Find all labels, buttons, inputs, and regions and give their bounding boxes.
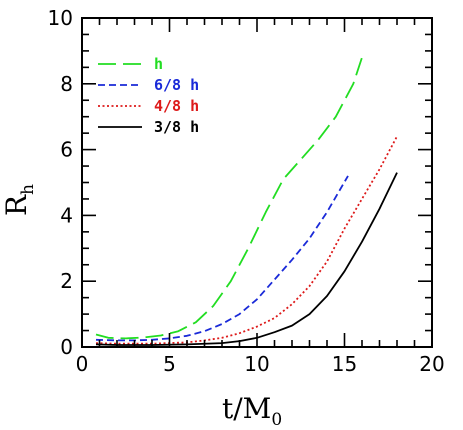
x-axis-label: t/M0 bbox=[222, 392, 282, 430]
tick-labels: 0 5 10 15 20 0 2 4 6 8 10 bbox=[48, 6, 445, 376]
x-tick-label: 5 bbox=[163, 352, 176, 376]
series-line bbox=[95, 57, 363, 340]
y-tick-label: 4 bbox=[60, 203, 73, 227]
x-tick-label: 0 bbox=[76, 352, 89, 376]
y-axis-label: Rh bbox=[0, 184, 38, 216]
legend-label: 4/8 h bbox=[154, 97, 199, 115]
y-tick-label: 10 bbox=[48, 6, 73, 30]
x-axis-label-main: t/M bbox=[222, 392, 271, 425]
legend-label: h bbox=[154, 55, 163, 73]
plot-frame bbox=[81, 17, 433, 348]
legend: h 6/8 h 4/8 h 3/8 h bbox=[98, 55, 199, 136]
series-line bbox=[95, 175, 349, 342]
y-tick-label: 8 bbox=[60, 72, 73, 96]
ticks-layer bbox=[81, 17, 433, 348]
y-tick-label: 6 bbox=[60, 138, 73, 162]
series-line bbox=[95, 135, 398, 345]
x-axis-label-subscript: 0 bbox=[271, 410, 282, 430]
legend-label: 3/8 h bbox=[154, 118, 199, 136]
x-tick-label: 15 bbox=[332, 352, 357, 376]
legend-label: 6/8 h bbox=[154, 76, 199, 94]
series-layer bbox=[95, 57, 398, 346]
y-tick-label: 2 bbox=[60, 269, 73, 293]
y-axis-label-subscript: h bbox=[18, 184, 38, 195]
y-tick-label: 0 bbox=[60, 335, 73, 359]
y-axis-label-main: R bbox=[0, 194, 33, 216]
x-tick-label: 20 bbox=[419, 352, 444, 376]
x-tick-label: 10 bbox=[244, 352, 269, 376]
series-line bbox=[95, 172, 398, 346]
